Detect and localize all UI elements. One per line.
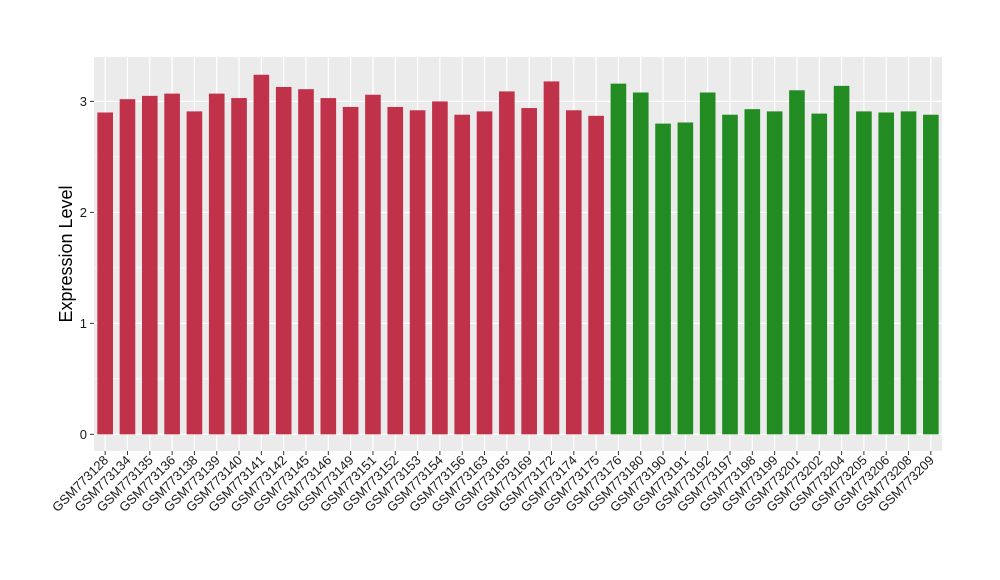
bar-GSM773204	[833, 85, 850, 435]
bar-GSM773180	[632, 92, 649, 435]
bar-GSM773149	[342, 106, 359, 435]
bar-GSM773176	[610, 83, 627, 435]
bar-GSM773197	[722, 114, 738, 435]
bar-GSM773191	[677, 122, 694, 435]
bar-GSM773190	[655, 123, 671, 435]
bar-GSM773142	[275, 86, 292, 435]
bar-GSM773156	[454, 114, 471, 435]
bar-GSM773202	[811, 113, 828, 435]
bar-GSM773199	[766, 111, 783, 435]
bar-GSM773151	[365, 94, 381, 435]
y-tick-label: 1	[80, 316, 87, 331]
bar-GSM773175	[588, 115, 604, 435]
bar-GSM773138	[186, 111, 203, 435]
bar-GSM773140	[231, 98, 247, 435]
bar-GSM773201	[789, 90, 805, 435]
bar-GSM773163	[476, 111, 493, 435]
y-axis-title: Expression Level	[56, 185, 76, 322]
bar-GSM773128	[97, 112, 113, 435]
y-tick-label: 0	[80, 427, 87, 442]
bar-GSM773141	[253, 74, 270, 435]
y-tick-label: 3	[80, 94, 87, 109]
bar-GSM773206	[878, 112, 895, 435]
bar-GSM773145	[298, 89, 314, 435]
bar-GSM773169	[521, 108, 537, 435]
bar-GSM773154	[432, 101, 448, 435]
bar-GSM773174	[565, 110, 582, 435]
bar-GSM773136	[164, 93, 180, 435]
bar-GSM773165	[499, 91, 515, 435]
bar-GSM773146	[320, 98, 337, 435]
bar-GSM773198	[744, 109, 761, 435]
bar-GSM773205	[856, 111, 872, 435]
bar-GSM773192	[699, 92, 716, 435]
bar-GSM773208	[900, 111, 917, 435]
y-tick-label: 2	[80, 205, 87, 220]
bar-GSM773134	[119, 99, 136, 435]
bar-GSM773172	[543, 81, 560, 435]
bar-GSM773153	[409, 110, 426, 435]
bar-GSM773209	[923, 114, 939, 435]
bar-GSM773135	[141, 95, 158, 435]
bar-GSM773139	[208, 93, 225, 435]
bar-GSM773152	[387, 106, 404, 435]
